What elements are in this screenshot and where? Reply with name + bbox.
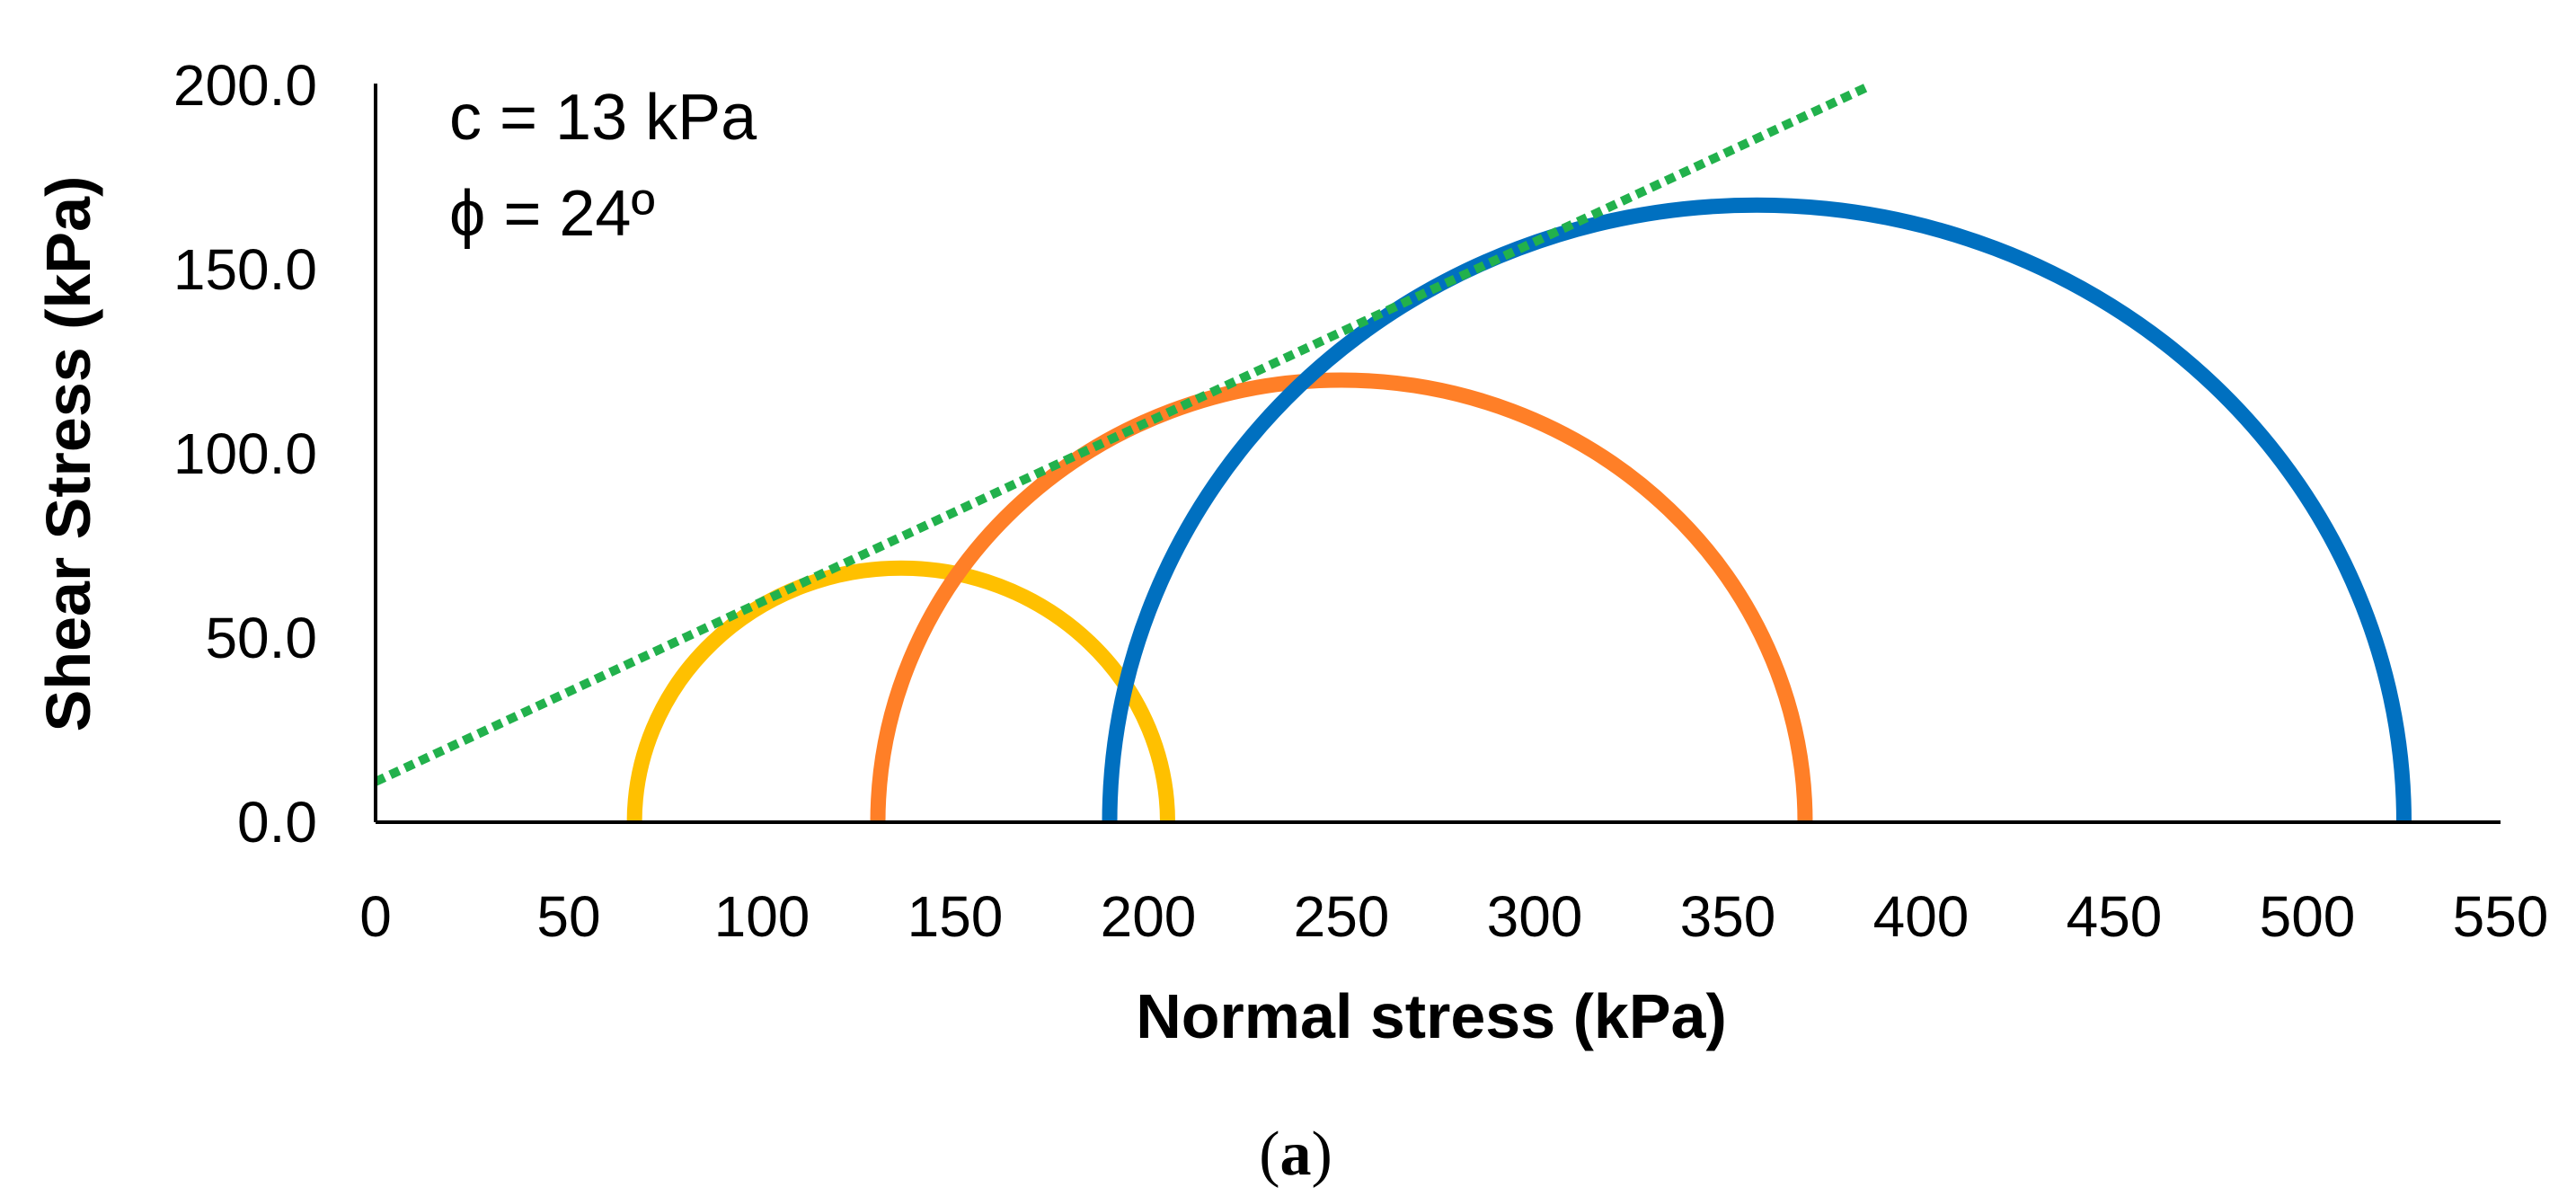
cohesion-annotation: c = 13 kPa <box>449 82 757 154</box>
y-tick-label: 100.0 <box>173 421 317 486</box>
x-tick-label: 300 <box>1487 884 1583 949</box>
x-tick-label: 100 <box>714 884 810 949</box>
y-axis-title: Shear Stress (kPa) <box>33 176 103 732</box>
x-tick-label: 50 <box>536 884 600 949</box>
x-tick-label: 500 <box>2260 884 2356 949</box>
y-tick-label: 50.0 <box>205 606 317 670</box>
mohr-circle-3 <box>1102 197 2412 823</box>
x-axis-title: Normal stress (kPa) <box>1136 981 1727 1051</box>
caption-close-paren: ) <box>1312 1120 1332 1189</box>
x-tick-label: 350 <box>1680 884 1776 949</box>
y-tick-label: 0.0 <box>237 790 317 855</box>
x-tick-label: 450 <box>2067 884 2163 949</box>
x-tick-labels: 0 50 100 150 200 250 300 350 400 450 500 550 <box>359 884 2548 949</box>
mohr-circle-2 <box>870 372 1813 823</box>
x-tick-label: 550 <box>2453 884 2549 949</box>
figure-caption: (a) <box>1259 1120 1332 1189</box>
caption-label: a <box>1280 1120 1312 1189</box>
plot-marks <box>373 81 2412 823</box>
x-tick-label: 200 <box>1101 884 1197 949</box>
x-tick-label: 150 <box>907 884 1004 949</box>
x-tick-label: 400 <box>1873 884 1970 949</box>
caption-open-paren: ( <box>1259 1120 1279 1189</box>
x-tick-label: 250 <box>1294 884 1390 949</box>
y-tick-labels: 0.0 50.0 100.0 150.0 200.0 <box>173 53 317 855</box>
mohr-circle-1 <box>626 560 1175 823</box>
x-tick-label: 0 <box>359 884 392 949</box>
y-tick-label: 200.0 <box>173 53 317 118</box>
y-tick-label: 150.0 <box>173 237 317 302</box>
friction-angle-annotation: ϕ = 24º <box>449 178 655 250</box>
